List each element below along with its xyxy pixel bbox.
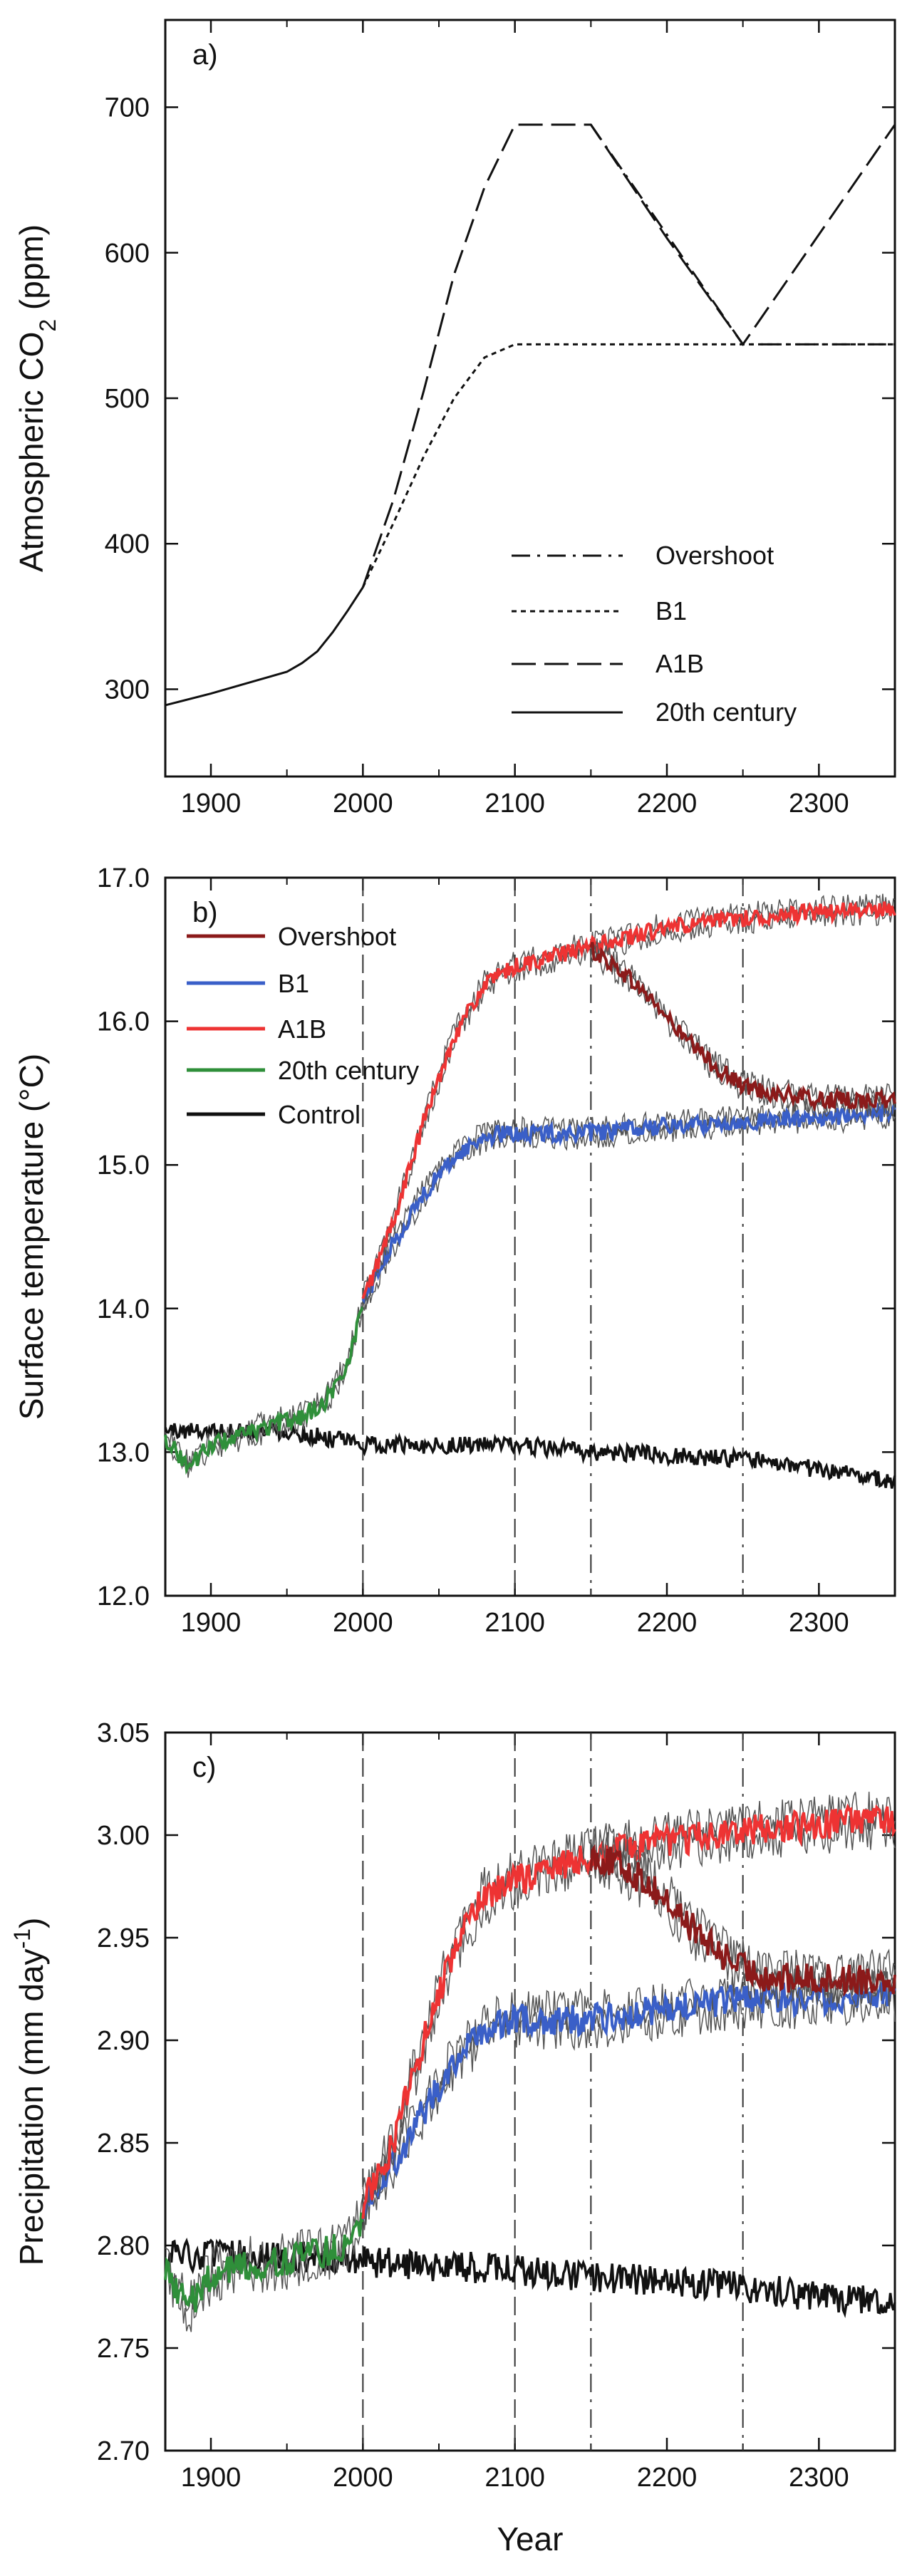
panel-co2: 1900 2000 2100 2200 2300 300 400 500 600 700 a) Atm…: [13, 19, 896, 819]
plot-frame: [164, 1731, 896, 2452]
y-axis-title-tail: ): [13, 1918, 50, 1928]
legend-label: B1: [656, 596, 687, 625]
series-line: [361, 343, 895, 588]
panel-label: b): [192, 897, 218, 928]
y-tick-label: 14.0: [97, 1294, 150, 1324]
legend-label: Overshoot: [278, 922, 396, 951]
y-tick-label: 3.05: [97, 1718, 150, 1748]
ensemble-member-line: [362, 1108, 896, 1310]
y-axis-title-tail: (ppm): [13, 224, 50, 319]
x-axis-title: Year: [497, 2520, 564, 2557]
series-line: [361, 1979, 896, 2221]
ensemble-member-line: [590, 938, 896, 1106]
series-line: [164, 1306, 365, 1475]
ensemble-member-line: [362, 893, 896, 1297]
x-tick-label: 2000: [333, 1608, 393, 1638]
legend-label: 20th century: [656, 697, 797, 727]
series-line: [361, 1803, 896, 2219]
y-tick-label: 2.80: [97, 2231, 150, 2261]
panel-precipitation: 1900 2000 2100 2200 2300 2.70 2.75 2.80 2.85 2.90…: [9, 1718, 896, 2557]
legend-label: A1B: [656, 649, 704, 678]
y-axis-title: Surface temperature (°C): [13, 1054, 50, 1420]
x-tick-label: 2200: [637, 2463, 698, 2493]
y-tick-label: 500: [105, 384, 150, 414]
x-tick-label: 2000: [333, 789, 393, 819]
y-tick-label: 13.0: [97, 1438, 150, 1468]
x-tick-label: 2000: [333, 2463, 393, 2493]
series-line: [590, 124, 895, 346]
series-line: [164, 2212, 365, 2313]
y-axis-title-main: Atmospheric CO: [13, 332, 50, 572]
y-tick-label: 700: [105, 93, 150, 123]
legend-label: Overshoot: [656, 541, 774, 570]
series-line: [589, 942, 896, 1112]
series-line: [361, 1102, 896, 1305]
x-tick-label: 2200: [637, 1608, 698, 1638]
legend-label: 20th century: [278, 1056, 419, 1085]
x-tick-label: 1900: [181, 789, 242, 819]
y-tick-label: 400: [105, 529, 150, 559]
y-axis-title: Precipitation (mm day-1): [9, 1918, 50, 2266]
series-line: [165, 586, 364, 707]
y-tick-label: 300: [105, 675, 150, 705]
y-tick-label: 15.0: [97, 1151, 150, 1180]
y-tick-label: 12.0: [97, 1582, 150, 1611]
y-tick-label: 2.85: [97, 2129, 150, 2159]
x-tick-label: 2300: [789, 789, 849, 819]
x-tick-label: 1900: [181, 2463, 242, 2493]
y-tick-label: 2.75: [97, 2334, 150, 2364]
legend-label: Control: [278, 1100, 361, 1129]
plot-frame: [164, 876, 896, 1597]
y-tick-label: 2.70: [97, 2436, 150, 2466]
x-tick-label: 1900: [181, 1608, 242, 1638]
y-tick-label: 2.95: [97, 1923, 150, 1953]
series-line: [361, 123, 896, 588]
y-axis-title-sup: -1: [9, 1928, 35, 1948]
series-line: [361, 901, 896, 1299]
panel-label: a): [192, 39, 218, 71]
y-tick-label: 2.90: [97, 2026, 150, 2056]
y-tick-label: 600: [105, 239, 150, 269]
y-axis-title-sub: 2: [35, 319, 61, 332]
legend-label: B1: [278, 969, 309, 998]
panel-label: c): [192, 1752, 216, 1783]
legend-label: A1B: [278, 1014, 326, 1044]
x-tick-label: 2300: [789, 1608, 849, 1638]
x-tick-label: 2100: [484, 1608, 545, 1638]
y-tick-label: 17.0: [97, 863, 150, 893]
y-tick-label: 16.0: [97, 1007, 150, 1037]
panel-temperature: 1900 2000 2100 2200 2300 12.0 13.0 14.0 15.0 16.0…: [13, 863, 896, 1638]
series-line: [589, 1844, 896, 1998]
y-axis-title-main: Precipitation (mm day: [13, 1948, 50, 2265]
series-line: [164, 1422, 896, 1489]
x-tick-label: 2300: [789, 2463, 849, 2493]
x-tick-label: 2100: [484, 2463, 545, 2493]
x-tick-label: 2100: [484, 789, 545, 819]
y-axis-title: Atmospheric CO2 (ppm): [13, 224, 61, 572]
x-tick-label: 2200: [637, 789, 698, 819]
y-tick-label: 3.00: [97, 1821, 150, 1851]
